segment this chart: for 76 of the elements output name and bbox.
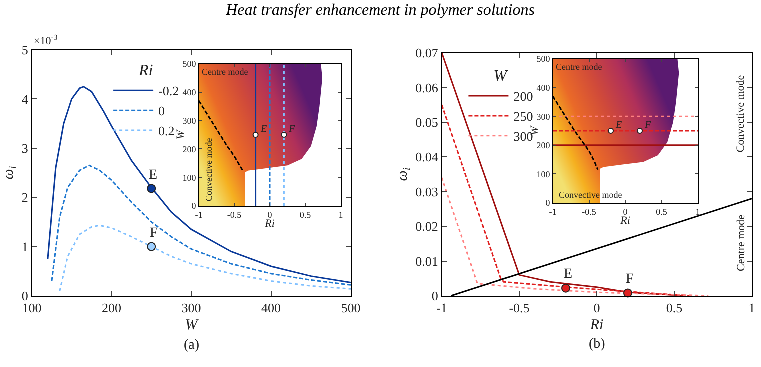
y-tick-label: 200: [182, 144, 197, 154]
line-series: [442, 177, 710, 296]
x-tick-label: -0.5: [227, 210, 242, 220]
chart-title: Heat transfer enhancement in polymer solutions: [225, 2, 536, 20]
x-tick-label: -1: [436, 300, 448, 316]
y-tick-label: 0.02: [416, 219, 438, 234]
legend-label: 250: [514, 109, 534, 124]
legend-label: 200: [514, 89, 534, 104]
x-tick-label: 0.5: [666, 300, 683, 316]
y-tick-label: 2: [22, 190, 28, 206]
legend-title: Ri: [138, 62, 154, 80]
y-axis-title: W: [175, 130, 187, 140]
y-tick-label: 400: [182, 88, 197, 98]
annotation: F: [626, 272, 634, 287]
annotation: Convective mode: [204, 138, 214, 202]
annotation: Centre mode: [202, 67, 248, 77]
x-tick-label: 0: [594, 300, 600, 316]
x-tick-label: 500: [341, 300, 361, 316]
y-tick-label: 400: [536, 82, 551, 93]
text: (a): [184, 338, 200, 353]
annotation: Centre mode: [735, 214, 748, 272]
x-tick-label: -0.5: [582, 206, 597, 217]
annotation: Convective mode: [559, 190, 622, 200]
y-tick-label: 100: [536, 169, 551, 180]
x-tick-label: -1: [195, 210, 203, 220]
legend-label: 0.2: [158, 124, 175, 139]
x-tick-label: 0.5: [656, 206, 668, 217]
y-tick-label: 0.07: [416, 46, 439, 61]
y-tick-label: 0.06: [416, 80, 439, 96]
y-tick-label: 500: [536, 54, 551, 64]
y-tick-label: 300: [182, 116, 197, 126]
y-tick-label: 0.05: [416, 114, 438, 130]
annotation: E: [615, 120, 622, 131]
y-tick-label: 1: [22, 239, 28, 254]
text: (b): [589, 337, 606, 352]
x-tick-label: 1: [696, 206, 700, 217]
x-axis-title: Ri: [264, 218, 275, 230]
y-tick-label: 0.01: [416, 254, 438, 269]
x-tick-label: -0.5: [509, 300, 530, 316]
annotation: E: [564, 267, 573, 282]
y-tick-label: 500: [182, 59, 197, 70]
legend-title: W: [494, 68, 509, 86]
y-tick-label: 3: [22, 140, 28, 156]
annotation: F: [288, 124, 296, 135]
y-tick-label: 0.04: [416, 150, 439, 165]
text: ×10$^{-3}$: [34, 33, 58, 48]
legend-label: -0.2: [158, 84, 180, 99]
x-axis-title: Ri: [589, 318, 604, 334]
x-tick-label: 0: [268, 210, 273, 220]
x-tick-label: 1: [748, 300, 756, 316]
y-tick-label: 100: [182, 172, 197, 183]
x-tick-label: -1: [549, 206, 557, 217]
x-axis-title: W: [185, 318, 200, 334]
y-tick-label: 300: [536, 112, 551, 122]
annotation: E: [260, 124, 268, 135]
line-series: [47, 86, 351, 284]
legend-label: 0: [158, 104, 166, 119]
y-tick-label: 4: [22, 92, 29, 107]
x-tick-label: 200: [102, 300, 122, 316]
y-tick-label: 0.03: [416, 184, 438, 200]
x-tick-label: 0: [623, 206, 628, 217]
annotation: Centre mode: [556, 62, 602, 72]
y-tick-label: 0: [22, 288, 28, 304]
y-tick-label: 5: [22, 42, 28, 58]
annotation: E: [149, 168, 158, 183]
x-axis-title: Ri: [620, 215, 630, 227]
x-tick-label: 0.5: [300, 210, 312, 220]
y-tick-label: 0: [432, 288, 438, 304]
x-tick-label: 1: [338, 210, 344, 220]
x-tick-label: 400: [262, 300, 281, 316]
annotation: F: [150, 226, 158, 241]
annotation: F: [644, 120, 652, 131]
y-tick-label: 0: [546, 198, 551, 208]
y-tick-label: 200: [536, 140, 551, 151]
annotation: Convective mode: [735, 75, 748, 153]
y-axis-title: W: [529, 126, 541, 136]
